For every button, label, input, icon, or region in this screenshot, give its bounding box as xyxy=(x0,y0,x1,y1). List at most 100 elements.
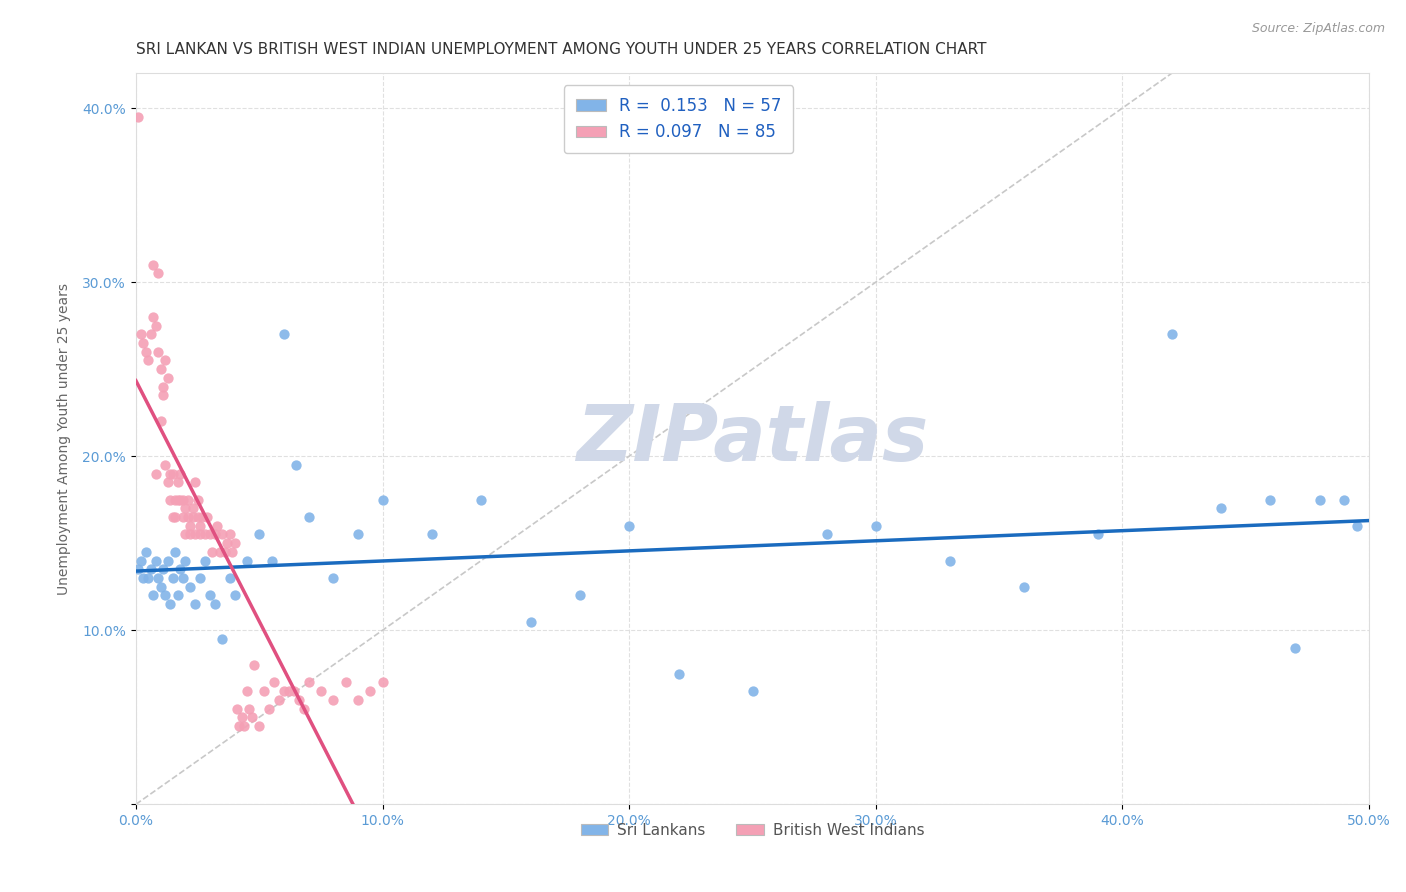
Point xyxy=(136,571,159,585)
Point xyxy=(218,571,240,585)
Point xyxy=(188,571,211,585)
Point xyxy=(815,527,838,541)
Point xyxy=(146,571,169,585)
Point xyxy=(139,327,162,342)
Point xyxy=(145,318,167,333)
Point xyxy=(156,371,179,385)
Point xyxy=(129,553,152,567)
Point xyxy=(132,336,155,351)
Point xyxy=(152,562,174,576)
Y-axis label: Unemployment Among Youth under 25 years: Unemployment Among Youth under 25 years xyxy=(58,283,72,595)
Point xyxy=(420,527,443,541)
Point xyxy=(135,344,157,359)
Point xyxy=(191,510,214,524)
Point xyxy=(172,571,194,585)
Point xyxy=(136,353,159,368)
Point xyxy=(371,492,394,507)
Point xyxy=(228,719,250,733)
Point xyxy=(297,675,319,690)
Point xyxy=(243,658,266,673)
Point xyxy=(142,258,165,272)
Point xyxy=(208,545,231,559)
Point xyxy=(176,492,198,507)
Point xyxy=(277,684,299,698)
Point xyxy=(1284,640,1306,655)
Point xyxy=(145,553,167,567)
Point xyxy=(162,571,184,585)
Point xyxy=(267,693,290,707)
Point xyxy=(371,675,394,690)
Point xyxy=(169,467,191,481)
Point xyxy=(155,589,177,603)
Point xyxy=(166,589,188,603)
Point xyxy=(159,467,181,481)
Point xyxy=(174,501,197,516)
Point xyxy=(179,518,201,533)
Point xyxy=(1160,327,1182,342)
Point xyxy=(149,414,172,428)
Point xyxy=(865,518,887,533)
Point xyxy=(226,701,249,715)
Point xyxy=(217,536,239,550)
Point xyxy=(1309,492,1331,507)
Point xyxy=(218,527,240,541)
Point xyxy=(253,684,276,698)
Point xyxy=(260,553,283,567)
Point xyxy=(127,110,149,124)
Point xyxy=(146,344,169,359)
Point xyxy=(568,589,591,603)
Point xyxy=(146,266,169,280)
Point xyxy=(240,710,263,724)
Point xyxy=(1260,492,1282,507)
Point xyxy=(179,580,201,594)
Point xyxy=(668,666,690,681)
Point xyxy=(238,701,260,715)
Point xyxy=(287,693,309,707)
Point xyxy=(519,615,541,629)
Point xyxy=(156,553,179,567)
Point xyxy=(176,510,198,524)
Point xyxy=(1012,580,1035,594)
Point xyxy=(165,492,187,507)
Point xyxy=(155,353,177,368)
Point xyxy=(187,510,209,524)
Point xyxy=(347,693,370,707)
Point xyxy=(204,527,226,541)
Point xyxy=(322,693,344,707)
Point xyxy=(197,510,219,524)
Point xyxy=(188,527,211,541)
Point xyxy=(309,684,332,698)
Point xyxy=(159,597,181,611)
Point xyxy=(149,580,172,594)
Point xyxy=(322,571,344,585)
Point xyxy=(263,675,285,690)
Point xyxy=(347,527,370,541)
Point xyxy=(224,536,246,550)
Point xyxy=(1211,501,1233,516)
Point xyxy=(145,467,167,481)
Point xyxy=(198,589,221,603)
Point xyxy=(142,310,165,324)
Point xyxy=(162,467,184,481)
Legend: Sri Lankans, British West Indians: Sri Lankans, British West Indians xyxy=(575,817,931,844)
Point xyxy=(292,701,315,715)
Point xyxy=(741,684,763,698)
Point xyxy=(1333,492,1355,507)
Point xyxy=(939,553,962,567)
Point xyxy=(273,684,295,698)
Point xyxy=(187,492,209,507)
Point xyxy=(174,553,197,567)
Point xyxy=(149,362,172,376)
Point xyxy=(169,562,191,576)
Point xyxy=(283,684,305,698)
Point xyxy=(139,562,162,576)
Point xyxy=(236,684,259,698)
Point xyxy=(166,475,188,490)
Point xyxy=(231,710,253,724)
Point xyxy=(236,553,259,567)
Point xyxy=(273,327,295,342)
Point xyxy=(181,501,204,516)
Point xyxy=(172,492,194,507)
Text: Source: ZipAtlas.com: Source: ZipAtlas.com xyxy=(1251,22,1385,36)
Point xyxy=(169,492,191,507)
